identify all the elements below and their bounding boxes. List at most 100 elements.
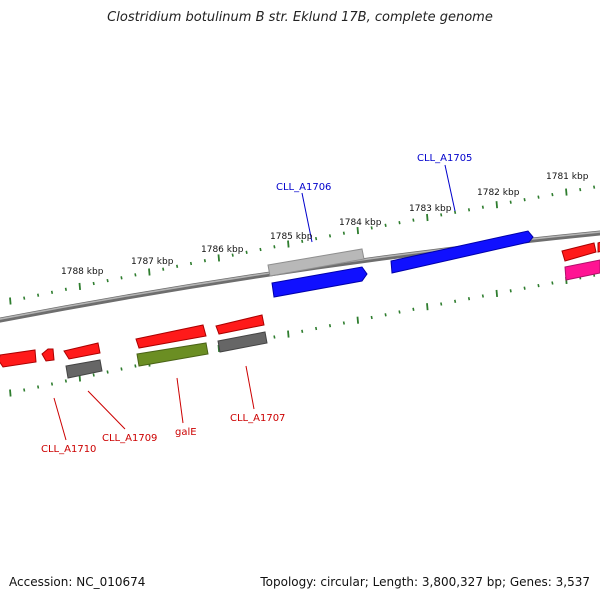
accession-text: Accession: NC_010674 (9, 575, 146, 589)
inner-track-tick (370, 315, 373, 320)
gene-track-forward-lower (271, 259, 600, 298)
inner-track-tick (342, 321, 345, 325)
inner-track-tick (328, 324, 332, 328)
outer-track-tick (440, 213, 443, 217)
outer-track-tick (78, 282, 81, 290)
inner-track-tick (398, 310, 401, 314)
inner-track-tick (509, 289, 512, 293)
inner-track-tick (467, 297, 471, 301)
gene-gale-feature[interactable] (136, 342, 209, 367)
gene-track-reverse-lower (65, 331, 268, 379)
inner-track-tick (50, 382, 54, 386)
inner-tick-track (9, 273, 596, 397)
inner-track-tick (23, 388, 26, 392)
gene-cll-a1706-feature[interactable] (267, 248, 365, 277)
inner-track-tick (523, 286, 526, 290)
outer-track-tick (203, 259, 206, 263)
outer-track-tick (106, 278, 109, 283)
gene-label-cll-a1707[interactable]: CLL_A1707 (230, 413, 285, 424)
gene-label-gale[interactable]: galE (175, 427, 197, 438)
inner-track-tick (64, 379, 67, 383)
inner-track-tick (384, 313, 387, 317)
outer-track-tick (523, 198, 526, 202)
outer-track-tick (328, 234, 332, 238)
inner-track-tick (9, 389, 12, 397)
outer-track-tick (37, 293, 40, 297)
kbp-scale-labels: 1781 kbp 1782 kbp 1783 kbp 1784 kbp 1785… (61, 172, 589, 277)
outer-track-tick (537, 195, 540, 199)
kbp-label-1785: 1785 kbp (270, 232, 313, 242)
inner-track-tick (301, 329, 304, 333)
outer-track-tick (23, 296, 26, 300)
gene-red-left-3[interactable] (63, 342, 101, 360)
gene-red-right[interactable] (215, 314, 265, 335)
outer-track-tick (9, 297, 12, 305)
gene-right-pink-feature[interactable] (564, 259, 600, 281)
inner-track-tick (315, 326, 318, 331)
outer-track-tick (370, 226, 373, 230)
outer-track-tick (509, 200, 512, 204)
gene-gray-left[interactable] (65, 359, 103, 379)
outer-track-tick (50, 290, 54, 294)
outer-track-tick (259, 247, 262, 252)
outer-track-tick (412, 218, 415, 222)
outer-track-tick (64, 287, 67, 291)
outer-track-tick (287, 240, 290, 248)
gene-cll-a1705-feature[interactable] (390, 230, 534, 274)
inner-track-tick (106, 370, 109, 374)
outer-track-tick (467, 208, 471, 212)
gene-name-labels: CLL_A1705 CLL_A1706 CLL_A1707 galE CLL_A… (41, 153, 472, 455)
outer-track-tick (92, 281, 95, 286)
outer-track-tick (120, 276, 123, 280)
inner-track-tick (120, 367, 123, 371)
inner-track-tick (537, 283, 540, 288)
outer-track-tick (551, 192, 554, 197)
outer-track-tick (245, 250, 248, 254)
outer-track-tick (217, 254, 220, 262)
outer-track-tick (231, 253, 234, 257)
kbp-label-1788: 1788 kbp (61, 267, 104, 277)
gene-label-cll-a1705[interactable]: CLL_A1705 (417, 153, 472, 164)
gene-red-left-1[interactable] (0, 349, 37, 368)
outer-track-tick (495, 201, 498, 209)
inner-track-tick (426, 303, 429, 311)
outer-track-tick (579, 187, 582, 192)
outer-track-tick (301, 239, 304, 243)
inner-track-tick (481, 294, 484, 298)
kbp-label-1784: 1784 kbp (339, 218, 382, 228)
outer-track-tick (176, 264, 179, 268)
inner-track-tick (37, 385, 40, 389)
gene-track-forward-upper (267, 230, 600, 277)
outer-track-tick (356, 227, 359, 235)
outer-track-tick (148, 268, 151, 276)
gene-cll-a1707-feature[interactable] (217, 331, 268, 353)
topology-summary-text: Topology: circular; Length: 3,800,327 bp… (260, 575, 590, 589)
gene-label-cll-a1709[interactable]: CLL_A1709 (102, 433, 157, 444)
inner-track-tick (356, 316, 359, 324)
inner-track-tick (412, 307, 415, 311)
kbp-label-1783: 1783 kbp (409, 204, 452, 214)
outer-track-tick (481, 205, 484, 209)
outer-track-tick (315, 236, 318, 241)
gene-red-mid[interactable] (135, 324, 207, 349)
kbp-label-1781: 1781 kbp (546, 172, 589, 182)
gene-label-cll-a1710[interactable]: CLL_A1710 (41, 444, 96, 455)
inner-track-tick (454, 299, 457, 303)
outer-tick-track (9, 185, 596, 305)
kbp-label-1782: 1782 kbp (477, 188, 520, 198)
gene-right-red-upper[interactable] (561, 242, 597, 262)
kbp-label-1786: 1786 kbp (201, 245, 244, 255)
outer-track-tick (565, 188, 568, 196)
inner-track-tick (134, 364, 137, 368)
outer-track-tick (273, 245, 276, 249)
inner-track-tick (92, 373, 95, 377)
gene-red-left-2[interactable] (41, 348, 55, 362)
gene-blue-feature-2[interactable] (271, 266, 368, 298)
gene-label-cll-a1706[interactable]: CLL_A1706 (276, 182, 331, 193)
outer-track-tick (454, 210, 457, 214)
outer-track-tick (398, 221, 401, 225)
outer-track-tick (426, 213, 429, 222)
gene-track-reverse-upper (0, 314, 265, 368)
